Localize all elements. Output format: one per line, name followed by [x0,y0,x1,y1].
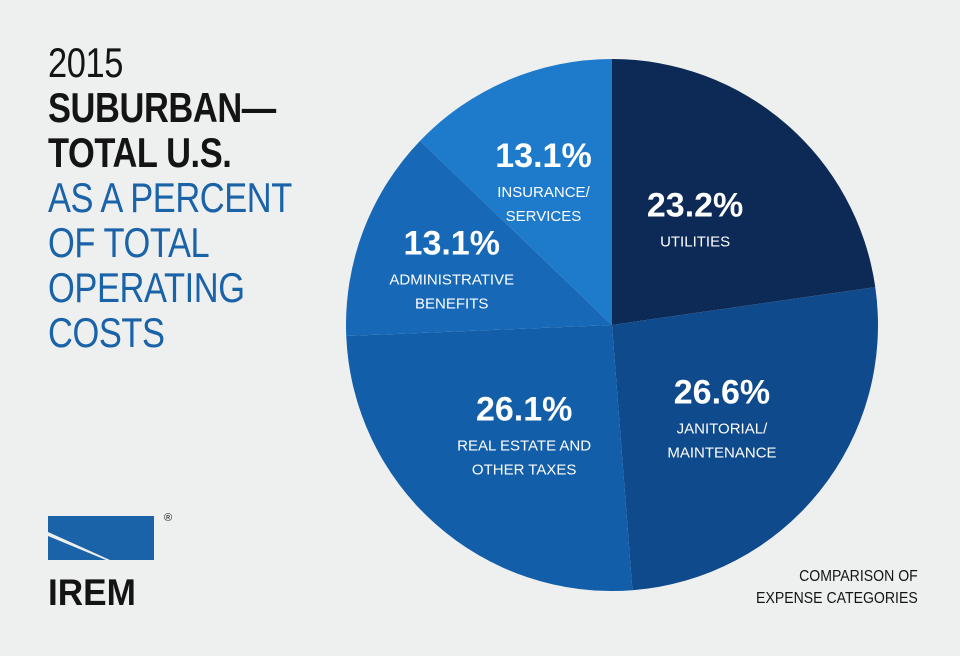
slice-value-0: 23.2% [647,186,743,224]
irem-logo-icon [48,516,154,560]
slice-label-1-1: MAINTENANCE [667,444,776,461]
slice-value-2: 26.1% [476,390,572,428]
title-line-2: TOTAL U.S. [48,129,232,176]
slice-label-4-0: INSURANCE/ [497,184,590,201]
slice-label-2-0: REAL ESTATE AND [457,437,591,454]
title-year: 2015 [48,39,123,86]
pie-slice-0 [612,59,876,325]
footnote-line-1: COMPARISON OF [799,568,918,585]
title-line-3: AS A PERCENT [48,174,292,221]
footnote: COMPARISON OF EXPENSE CATEGORIES [756,566,918,610]
footnote-line-2: EXPENSE CATEGORIES [756,590,918,607]
slice-label-3-0: ADMINISTRATIVE [389,272,514,289]
title-line-6: COSTS [48,309,165,356]
slice-label-2-1: OTHER TAXES [472,461,576,478]
chart-title: 2015 SUBURBAN— TOTAL U.S. AS A PERCENT O… [48,42,345,357]
pie-slice-2 [346,325,633,592]
title-line-5: OPERATING [48,264,245,311]
pie-slice-3 [346,140,612,337]
brand-name: IREM [48,572,136,613]
slice-value-3: 13.1% [404,225,500,263]
slice-label-1-0: JANITORIAL/ [677,420,768,437]
registered-mark: ® [164,512,173,524]
slice-label-3-1: BENEFITS [415,296,488,313]
slice-value-1: 26.6% [674,373,770,411]
pie-slice-1 [612,287,879,591]
slice-value-4: 13.1% [495,137,591,175]
title-line-4: OF TOTAL [48,219,210,266]
slice-label-4-1: SERVICES [506,208,582,225]
title-line-1: SUBURBAN— [48,84,276,131]
pie-slice-4 [420,59,612,325]
slice-label-0-0: UTILITIES [660,233,730,250]
